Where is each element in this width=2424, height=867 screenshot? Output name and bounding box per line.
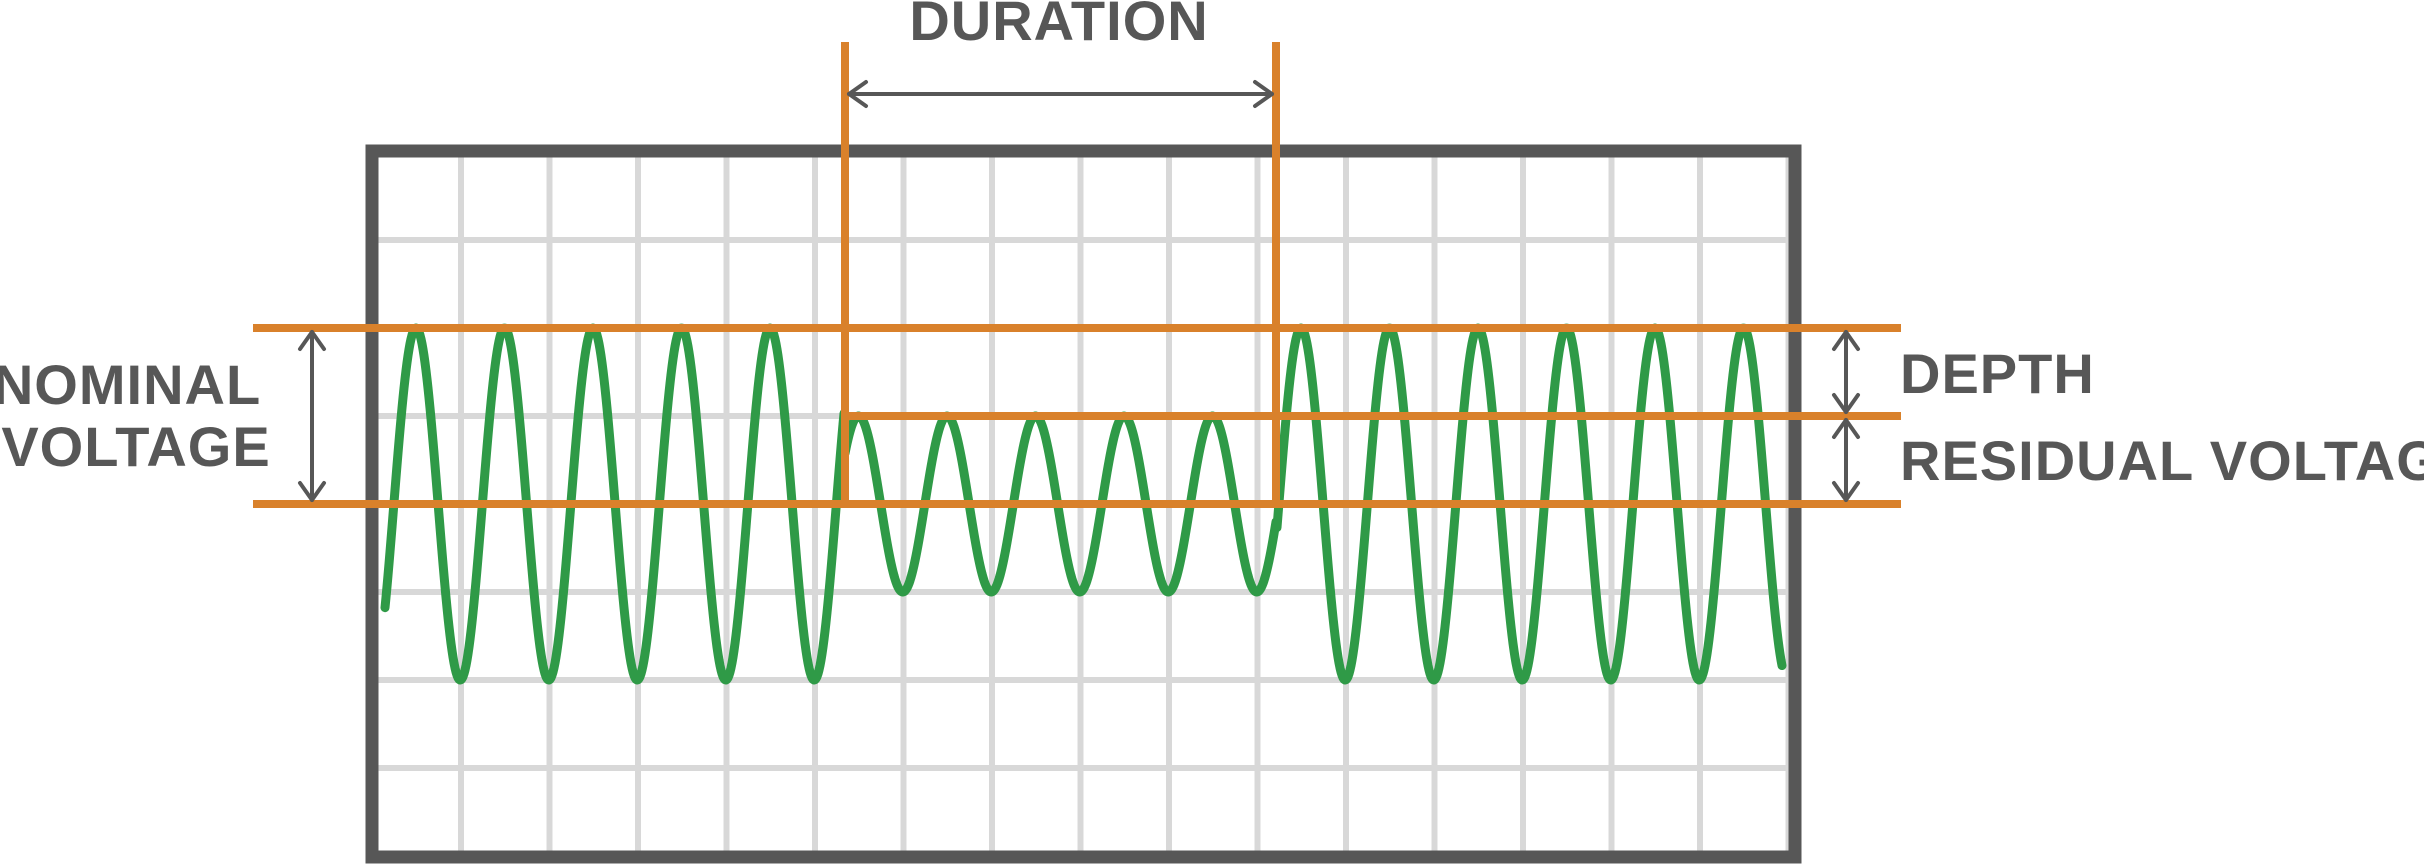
nominal-voltage-arrow-icon (298, 330, 326, 502)
nominal-voltage-label-line2: VOLTAGE (1, 415, 270, 478)
residual-voltage-label: RESIDUAL VOLTAGE (1900, 429, 2424, 492)
depth-arrow-icon (1832, 330, 1860, 414)
duration-arrow-icon (847, 80, 1274, 108)
voltage-waveform (380, 323, 1787, 685)
residual-voltage-arrow-icon (1832, 418, 1860, 502)
depth-label: DEPTH (1900, 342, 2095, 405)
nominal-voltage-label-line1: NOMINAL (0, 353, 261, 416)
duration-label: DURATION (909, 0, 1208, 52)
